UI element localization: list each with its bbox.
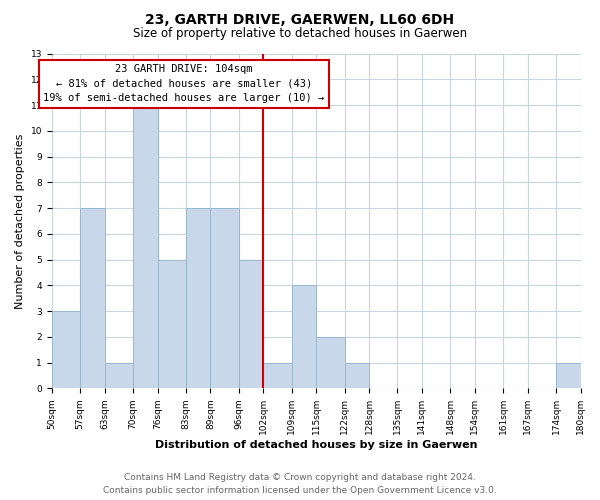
Bar [186, 208, 211, 388]
Bar [292, 286, 316, 389]
Text: 23, GARTH DRIVE, GAERWEN, LL60 6DH: 23, GARTH DRIVE, GAERWEN, LL60 6DH [145, 12, 455, 26]
Bar [158, 260, 186, 388]
Bar [316, 337, 344, 388]
Bar [556, 362, 581, 388]
Bar [133, 105, 158, 389]
Bar [52, 311, 80, 388]
Y-axis label: Number of detached properties: Number of detached properties [15, 133, 25, 308]
Text: 23 GARTH DRIVE: 104sqm
← 81% of detached houses are smaller (43)
19% of semi-det: 23 GARTH DRIVE: 104sqm ← 81% of detached… [43, 64, 325, 104]
Bar [80, 208, 104, 388]
Text: Size of property relative to detached houses in Gaerwen: Size of property relative to detached ho… [133, 28, 467, 40]
Bar [239, 260, 263, 388]
Bar [104, 362, 133, 388]
Bar [344, 362, 369, 388]
Bar [211, 208, 239, 388]
X-axis label: Distribution of detached houses by size in Gaerwen: Distribution of detached houses by size … [155, 440, 478, 450]
Text: Contains HM Land Registry data © Crown copyright and database right 2024.
Contai: Contains HM Land Registry data © Crown c… [103, 474, 497, 495]
Bar [263, 362, 292, 388]
